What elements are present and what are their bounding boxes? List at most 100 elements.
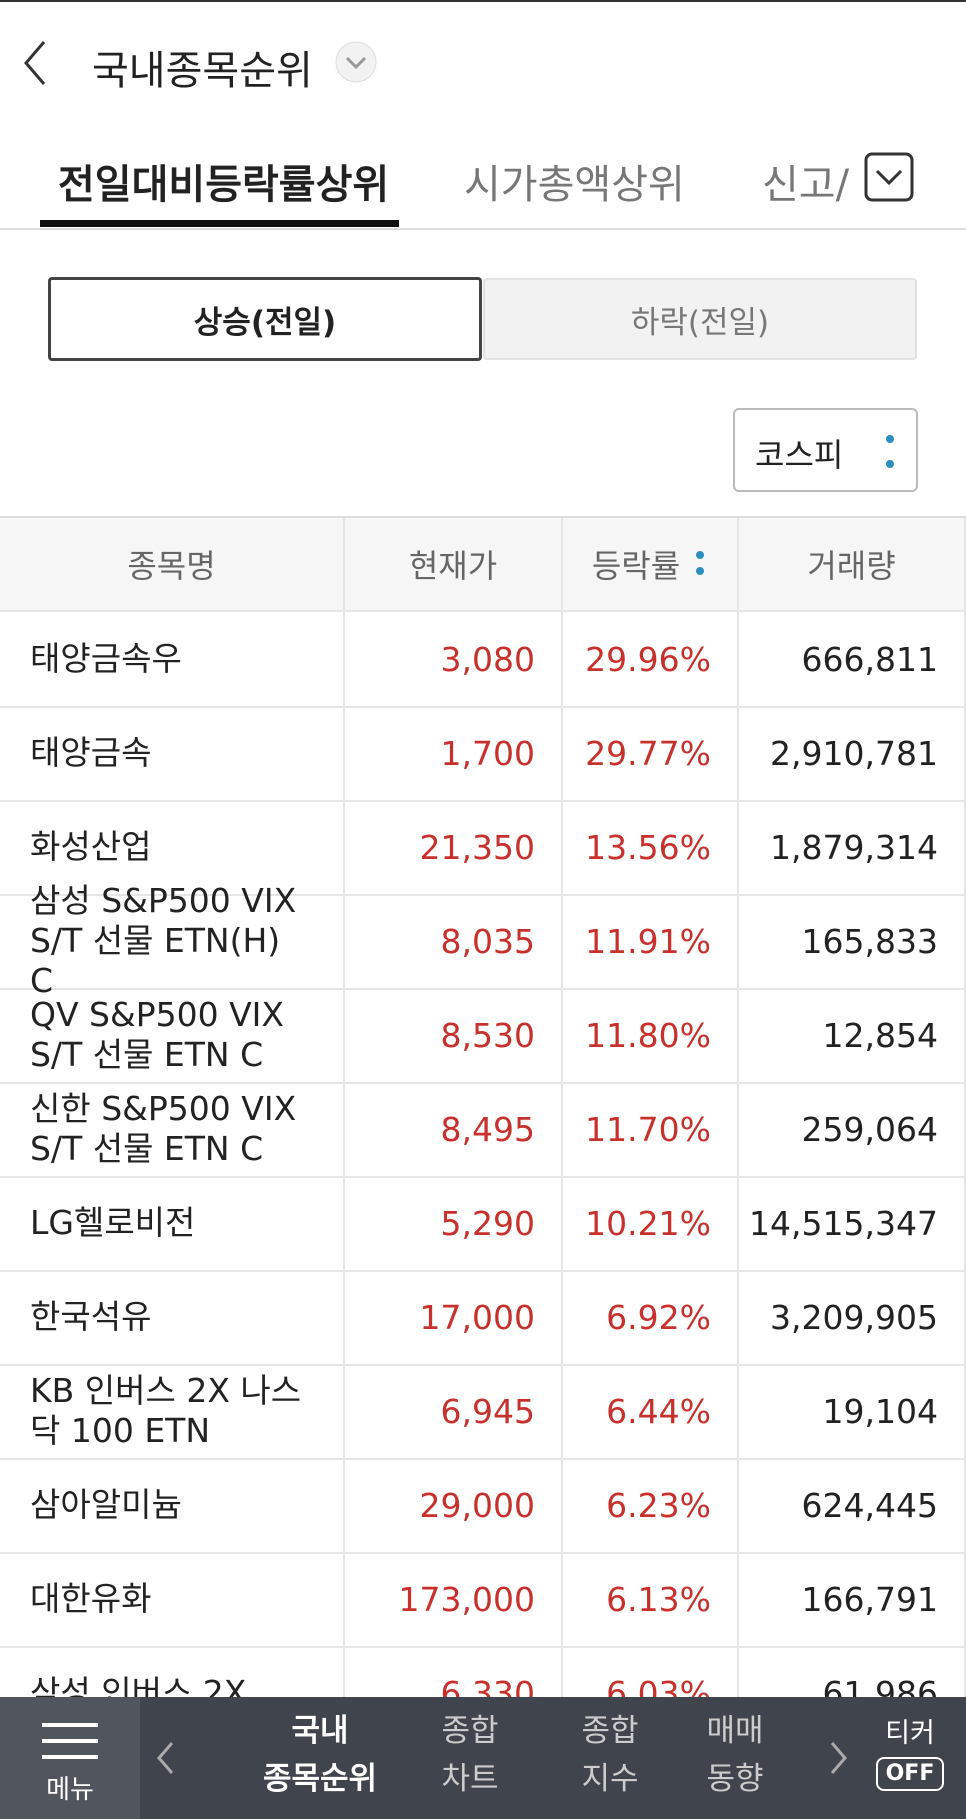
price: 5,290 <box>345 1176 563 1270</box>
nav-item-line: 지수 <box>581 1761 639 1797</box>
stock-name: KB 인버스 2X 나스닥 100 ETN <box>0 1364 345 1458</box>
stock-name: 대한유화 <box>0 1552 345 1646</box>
volume: 3,209,905 <box>739 1270 966 1364</box>
price: 1,700 <box>345 706 563 800</box>
price: 8,530 <box>345 988 563 1082</box>
change-rate: 29.96% <box>563 612 739 706</box>
market-label: 코스피 <box>755 436 844 474</box>
price: 3,080 <box>345 612 563 706</box>
column-header: 등락률 <box>563 518 739 610</box>
nav-item-line: 종합 <box>581 1713 639 1749</box>
ticker-label: 티커 <box>885 1718 935 1749</box>
more-icon <box>886 435 894 468</box>
volume: 19,104 <box>739 1364 966 1458</box>
tab[interactable]: 신고/ <box>762 162 850 208</box>
menu-icon <box>42 1723 98 1759</box>
change-rate: 10.21% <box>563 1176 739 1270</box>
stock-name: 태양금속우 <box>0 612 345 706</box>
volume: 624,445 <box>739 1458 966 1552</box>
ticker-toggle[interactable]: OFF <box>876 1757 944 1791</box>
nav-prev[interactable] <box>156 1741 176 1775</box>
tab-indicator <box>40 220 399 227</box>
change-rate: 6.44% <box>563 1364 739 1458</box>
stock-name: 삼아알미늄 <box>0 1458 345 1552</box>
stock-name: 삼성 인버스 2X <box>0 1646 345 1699</box>
stock-name: 태양금속 <box>0 706 345 800</box>
stock-name: QV S&P500 VIX S/T 선물 ETN C <box>0 988 345 1082</box>
change-rate: 6.92% <box>563 1270 739 1364</box>
nav-item-line: 종목순위 <box>262 1761 378 1797</box>
volume: 1,879,314 <box>739 800 966 894</box>
nav-item-line: 동향 <box>706 1761 764 1797</box>
menu-button[interactable]: 메뉴 <box>0 1697 140 1819</box>
top-border <box>0 0 966 2</box>
market-select[interactable]: 코스피 <box>733 408 918 492</box>
table-row[interactable]: 신한 S&P500 VIX S/T 선물 ETN C 8,495 11.70% 259… <box>0 1082 966 1178</box>
stock-name: LG헬로비전 <box>0 1176 345 1270</box>
price: 8,495 <box>345 1082 563 1176</box>
column-header: 거래량 <box>739 518 966 610</box>
back-button[interactable] <box>20 38 50 88</box>
nav-item-line: 국내 <box>291 1713 349 1749</box>
tab[interactable]: 시가총액상위 <box>464 162 685 208</box>
change-rate: 6.03% <box>563 1646 739 1699</box>
volume: 666,811 <box>739 612 966 706</box>
volume: 166,791 <box>739 1552 966 1646</box>
table-row[interactable]: 화성산업 21,350 13.56% 1,879,314 <box>0 800 966 896</box>
table-row[interactable]: 대한유화 173,000 6.13% 166,791 <box>0 1552 966 1648</box>
change-rate: 6.13% <box>563 1552 739 1646</box>
bottom-nav: 메뉴 국내 종목순위 종합 차트 종합 지수 매매 동향 티커 OFF <box>0 1697 966 1819</box>
header-row: 종목명 현재가 등락률 거래량 <box>0 518 966 612</box>
column-header: 종목명 <box>0 518 345 610</box>
nav-item-line: 종합 <box>441 1713 499 1749</box>
stock-name: 삼성 S&P500 VIX S/T 선물 ETN(H) C <box>0 881 345 1000</box>
price: 29,000 <box>345 1458 563 1552</box>
table-row[interactable]: LG헬로비전 5,290 10.21% 14,515,347 <box>0 1176 966 1272</box>
stock-name: 신한 S&P500 VIX S/T 선물 ETN C <box>0 1082 345 1176</box>
ranking-table: 종목명 현재가 등락률 거래량 태양금속우 3,080 29.96% 666,811 태양금속 1… <box>0 516 966 1699</box>
table-row[interactable]: 삼아알미늄 29,000 6.23% 624,445 <box>0 1458 966 1554</box>
table-row[interactable]: 한국석유 17,000 6.92% 3,209,905 <box>0 1270 966 1366</box>
volume: 2,910,781 <box>739 706 966 800</box>
table-row[interactable]: 태양금속우 3,080 29.96% 666,811 <box>0 612 966 708</box>
toggle-fall[interactable]: 하락(전일) <box>483 278 917 360</box>
table-row[interactable]: KB 인버스 2X 나스닥 100 ETN 6,945 6.44% 19,104 <box>0 1364 966 1460</box>
tab[interactable]: 전일대비등락률상위 <box>58 162 390 208</box>
change-rate: 11.80% <box>563 988 739 1082</box>
column-header: 현재가 <box>345 518 563 610</box>
change-rate: 11.70% <box>563 1082 739 1176</box>
table-row[interactable]: QV S&P500 VIX S/T 선물 ETN C 8,530 11.80% 12,… <box>0 988 966 1084</box>
nav-next[interactable] <box>828 1741 848 1775</box>
menu-label: 메뉴 <box>46 1775 94 1805</box>
toggle-rise[interactable]: 상승(전일) <box>48 277 482 361</box>
nav-item-line: 매매 <box>706 1713 764 1749</box>
nav-item-line: 차트 <box>441 1761 499 1797</box>
title-dropdown[interactable] <box>334 40 378 84</box>
volume: 61,986 <box>739 1646 966 1699</box>
price: 6,945 <box>345 1364 563 1458</box>
table-row[interactable]: 삼성 인버스 2X 6,330 6.03% 61,986 <box>0 1646 966 1699</box>
table-row[interactable]: 태양금속 1,700 29.77% 2,910,781 <box>0 706 966 802</box>
page-title: 국내종목순위 <box>92 48 313 94</box>
change-rate: 29.77% <box>563 706 739 800</box>
volume: 12,854 <box>739 988 966 1082</box>
tabs-dropdown[interactable] <box>864 152 914 202</box>
change-rate: 6.23% <box>563 1458 739 1552</box>
volume: 259,064 <box>739 1082 966 1176</box>
table-row[interactable]: 삼성 S&P500 VIX S/T 선물 ETN(H) C 8,035 11.91%… <box>0 881 966 1000</box>
change-rate: 13.56% <box>563 800 739 894</box>
price: 173,000 <box>345 1552 563 1646</box>
price: 17,000 <box>345 1270 563 1364</box>
price: 8,035 <box>345 894 563 988</box>
stock-name: 화성산업 <box>0 800 345 894</box>
volume: 14,515,347 <box>739 1176 966 1270</box>
change-rate: 11.91% <box>563 894 739 988</box>
stock-name: 한국석유 <box>0 1270 345 1364</box>
volume: 165,833 <box>739 894 966 988</box>
divider <box>0 228 966 230</box>
